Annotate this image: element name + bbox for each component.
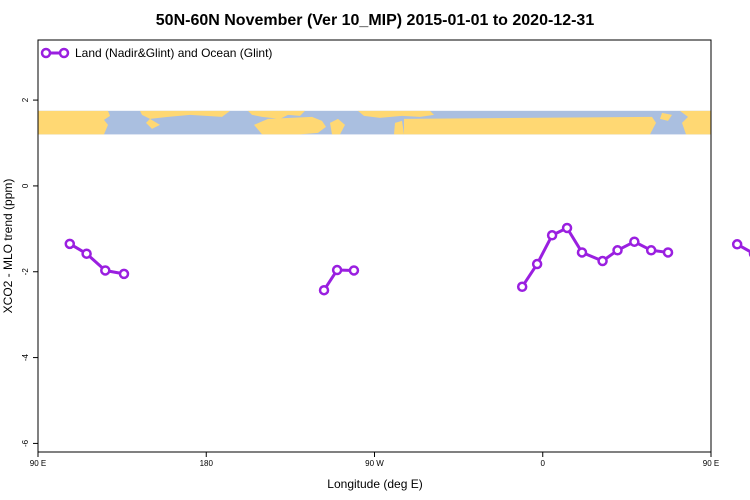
legend: Land (Nadir&Glint) and Ocean (Glint) [40,46,272,60]
y-axis: -6 -4 -2 0 2 [21,97,38,447]
data-point [531,258,543,270]
data-point [645,245,657,256]
data-point [731,239,743,250]
data-point [662,247,674,258]
data-point [100,265,111,276]
map-land-10 [660,112,672,121]
data-point [612,245,623,256]
map-land-3 [248,110,305,119]
x-tick-label: 0 [541,459,546,468]
data-point [516,281,528,293]
y-axis-label: XCO2 - MLO trend (ppm) [1,179,15,314]
series-line [69,242,125,276]
legend-marker-left [40,47,52,59]
series-line [520,226,669,288]
map-land-7 [404,116,656,135]
map-land-4 [254,116,326,135]
x-tick-label: 90 E [30,459,46,468]
data-point [318,284,330,296]
series-line [736,242,750,254]
data-point [64,238,76,250]
series-layer [64,222,750,296]
data-point [81,248,92,259]
map-land-5 [330,118,345,135]
data-point [597,255,608,267]
map-land-8 [394,120,404,135]
x-tick-label: 90 E [703,459,719,468]
map-land-6 [358,110,434,118]
y-tick-label: -2 [21,268,30,276]
map-land-9 [680,110,711,135]
data-point [629,236,640,247]
legend-label: Land (Nadir&Glint) and Ocean (Glint) [75,46,272,60]
map-band [38,110,711,135]
data-point [546,230,558,241]
map-land-2 [146,118,160,129]
data-point [348,265,360,276]
chart-title: 50N-60N November (Ver 10_MIP) 2015-01-01… [156,12,595,29]
map-land-1 [140,110,230,119]
plot-frame [37,39,712,453]
data-point [576,247,588,258]
y-tick-label: 2 [21,97,30,102]
data-point [561,222,573,234]
x-axis-label: Longitude (deg E) [327,477,422,491]
y-tick-label: -4 [21,353,30,361]
data-point [118,268,130,280]
x-tick-label: 90 W [365,459,384,468]
x-tick-label: 180 [200,459,214,468]
y-tick-label: 0 [21,183,30,188]
legend-marker-right [58,47,70,59]
x-axis: 90 E 180 90 W 0 90 E [30,452,719,468]
data-point [331,264,343,276]
y-tick-label: -6 [21,439,30,447]
map-land-0 [38,110,110,135]
